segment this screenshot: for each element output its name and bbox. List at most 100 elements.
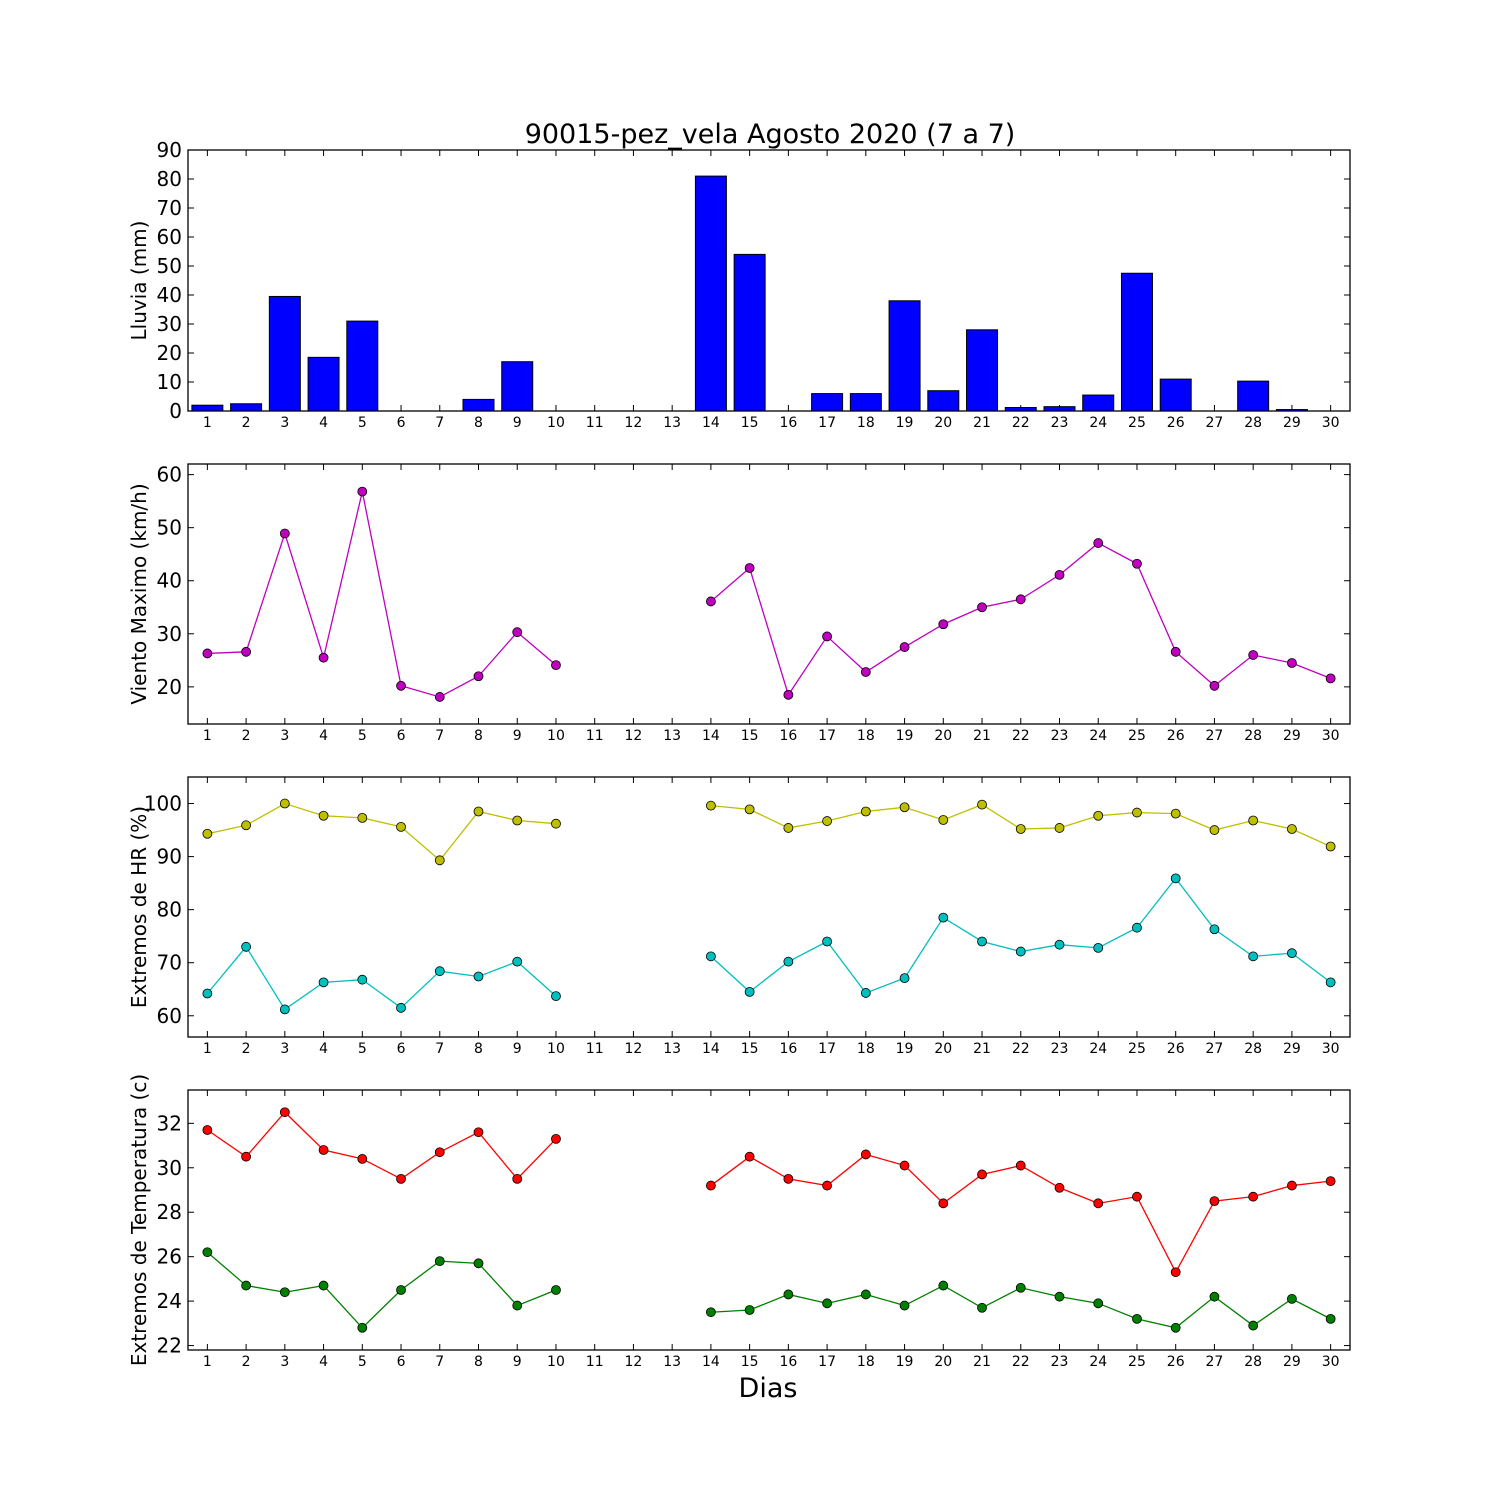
wind-max-point <box>706 596 716 607</box>
x-tick-label: 5 <box>358 728 367 744</box>
x-tick-label: 2 <box>242 728 251 744</box>
humidity-max-point <box>1054 823 1065 833</box>
wind-max-line <box>207 491 557 698</box>
x-tick-label: 18 <box>857 1354 875 1370</box>
x-tick-label: 23 <box>1051 415 1069 431</box>
humidity-min-point <box>202 988 213 999</box>
x-tick-label: 23 <box>1051 1354 1069 1370</box>
x-tick-label: 23 <box>1051 1041 1069 1057</box>
x-tick-label: 22 <box>1012 415 1030 431</box>
humidity-max-point <box>279 798 290 809</box>
temp-max-point <box>279 1107 290 1118</box>
x-tick-label: 1 <box>203 415 212 431</box>
x-tick-label: 12 <box>625 1041 643 1057</box>
humidity-max-point <box>899 802 910 813</box>
x-tick-label: 11 <box>586 415 604 431</box>
x-tick-label: 5 <box>358 1354 367 1370</box>
temp-min-point <box>551 1285 561 1295</box>
wind-max-point <box>1325 673 1336 684</box>
x-tick-label: 21 <box>973 728 991 744</box>
temp-max-point <box>202 1125 213 1135</box>
x-tick-label: 16 <box>779 728 797 744</box>
wind-max-point <box>396 680 406 691</box>
humidity-max-point <box>434 855 445 866</box>
temp-min-point <box>1054 1291 1065 1302</box>
temp-min-point <box>318 1280 329 1291</box>
temp-max-point <box>1015 1160 1026 1171</box>
x-tick-label: 24 <box>1089 728 1107 744</box>
humidity-max-point <box>241 820 252 831</box>
x-tick-label: 9 <box>513 728 522 744</box>
x-tick-label: 24 <box>1089 1041 1107 1057</box>
x-tick-label: 30 <box>1322 1354 1340 1370</box>
x-tick-label: 9 <box>513 415 522 431</box>
x-tick-label: 18 <box>857 415 875 431</box>
x-tick-label: 19 <box>896 1041 914 1057</box>
humidity-max-point <box>1287 824 1297 834</box>
wind-max-point <box>473 671 484 682</box>
x-tick-label: 8 <box>474 1041 483 1057</box>
x-tick-label: 4 <box>319 415 328 431</box>
chart-title: 90015-pez_vela Agosto 2020 (7 a 7) <box>525 119 1016 150</box>
y-tick-label: 100 <box>144 792 182 816</box>
y-tick-label: 32 <box>157 1111 182 1135</box>
wind-max-point <box>318 652 329 663</box>
x-tick-label: 2 <box>242 1354 251 1370</box>
rain-bar <box>1159 378 1192 412</box>
y-tick-label: 20 <box>157 341 182 365</box>
x-tick-label: 21 <box>973 415 991 431</box>
humidity-min-point <box>241 941 252 952</box>
y-tick-label: 40 <box>157 283 182 307</box>
humidity-max-point <box>1325 841 1336 852</box>
rain-bar <box>1082 394 1115 412</box>
x-tick-label: 27 <box>1206 728 1224 744</box>
temp-max-point <box>357 1153 368 1164</box>
x-tick-label: 13 <box>663 1041 681 1057</box>
humidity-max-point <box>512 815 523 826</box>
y-tick-label: 30 <box>157 1156 182 1180</box>
x-tick-label: 30 <box>1322 1041 1340 1057</box>
x-tick-label: 22 <box>1012 1354 1030 1370</box>
y-tick-label: 20 <box>157 675 182 699</box>
x-axis-label: Dias <box>739 1373 798 1404</box>
x-tick-label: 4 <box>319 1041 328 1057</box>
wind-max-point <box>1054 569 1065 580</box>
humidity-max-point <box>1015 824 1026 834</box>
y-tick-label: 30 <box>157 622 182 646</box>
x-tick-label: 25 <box>1128 415 1146 431</box>
humidity-max-point <box>1170 808 1181 819</box>
temp-max-point <box>938 1198 949 1209</box>
humidity-max-point <box>202 828 213 839</box>
y-tick-label: 50 <box>157 516 182 540</box>
x-tick-label: 30 <box>1322 415 1340 431</box>
humidity-max-point <box>357 812 368 823</box>
x-tick-label: 12 <box>625 1354 643 1370</box>
rain-bar <box>268 295 301 412</box>
temp-min-point <box>860 1289 871 1300</box>
temp-max-point <box>977 1169 987 1180</box>
temp-max-point <box>1132 1191 1142 1202</box>
temp-min-point <box>396 1285 406 1295</box>
temp-max-point <box>744 1151 755 1162</box>
x-tick-label: 6 <box>397 415 406 431</box>
x-tick-label: 25 <box>1128 728 1146 744</box>
rain-bar <box>849 393 882 412</box>
x-tick-label: 13 <box>663 415 681 431</box>
x-tick-label: 16 <box>779 1041 797 1057</box>
x-tick-label: 19 <box>896 728 914 744</box>
temp-max-point <box>1287 1180 1297 1191</box>
x-tick-label: 29 <box>1283 415 1301 431</box>
temp-min-point <box>473 1258 484 1269</box>
y-tick-label: 60 <box>157 225 182 249</box>
x-tick-label: 7 <box>435 1041 444 1057</box>
wind-max-point <box>241 646 252 657</box>
wind-max-point <box>899 642 910 652</box>
humidity-max-point <box>1248 815 1259 826</box>
temp-min-point <box>899 1300 910 1311</box>
temp-min-point <box>977 1302 987 1313</box>
wind-max-point <box>977 602 987 613</box>
humidity-max-point <box>551 818 561 829</box>
humidity-max-point <box>977 799 987 810</box>
x-tick-label: 22 <box>1012 1041 1030 1057</box>
